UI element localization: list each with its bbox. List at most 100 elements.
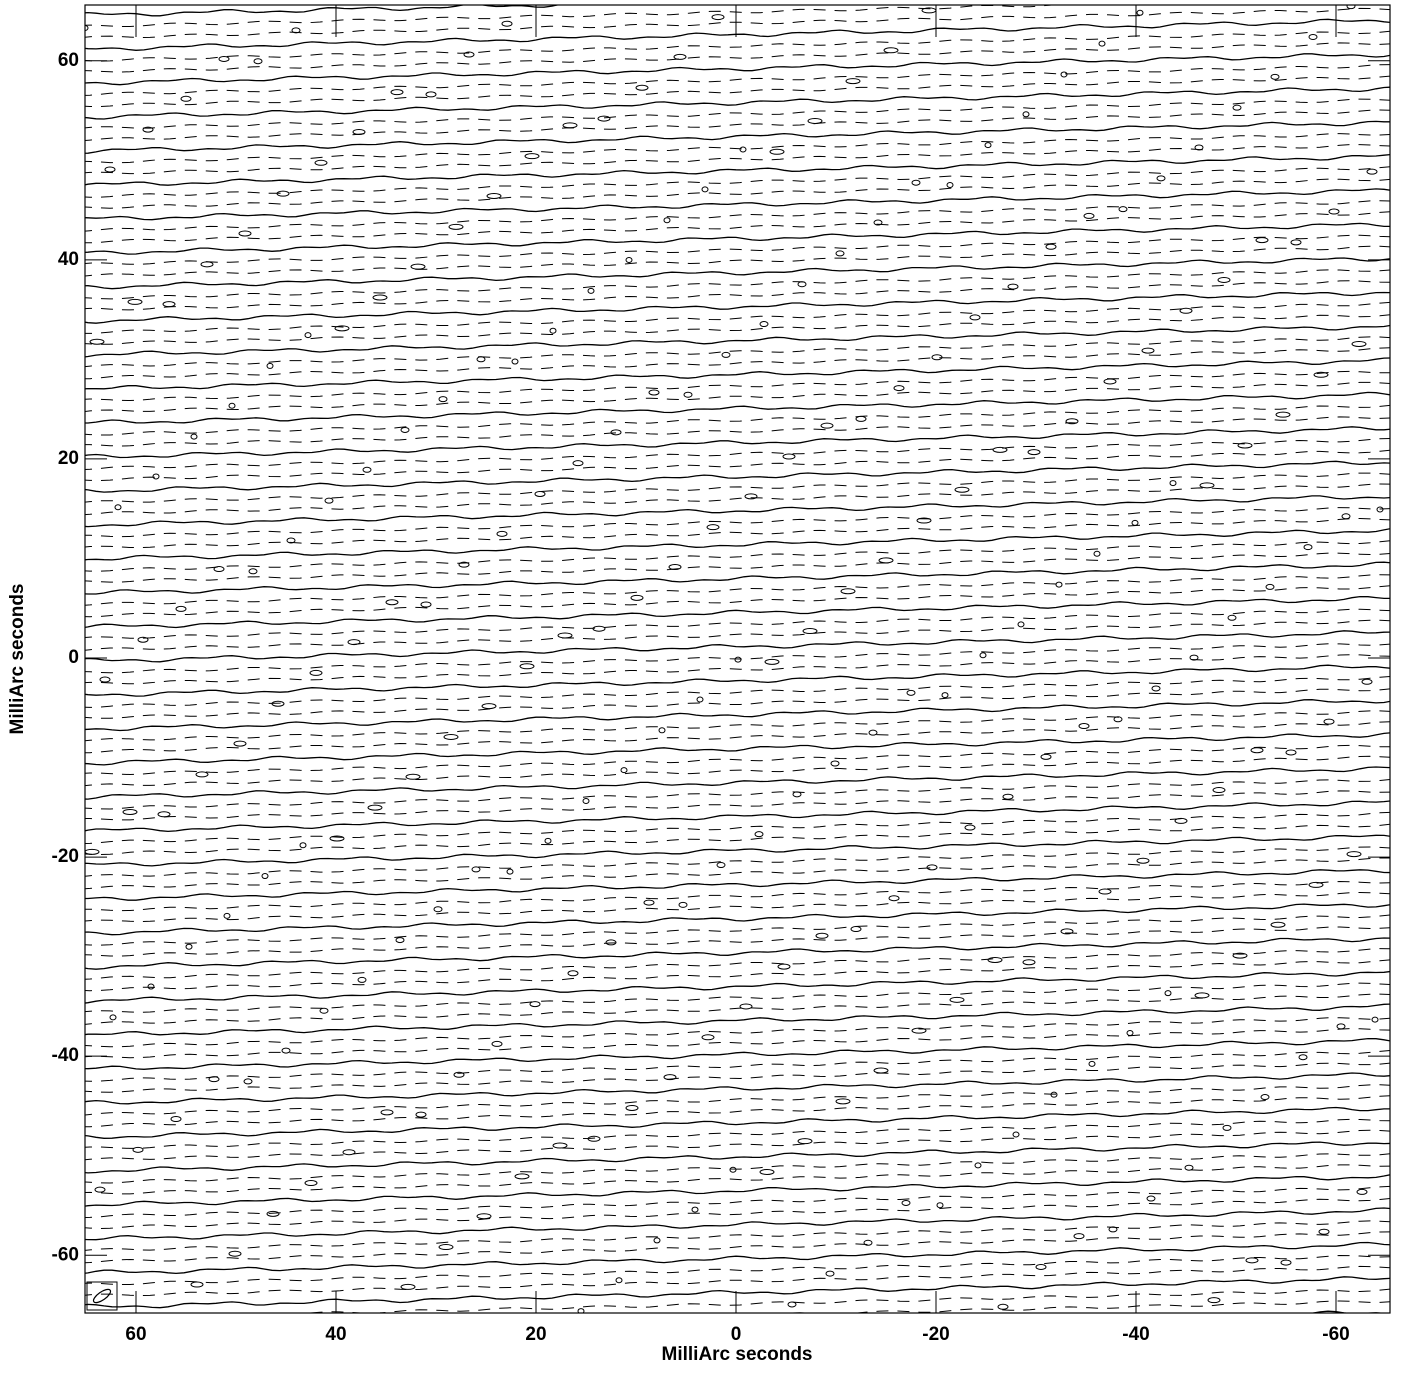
contour-blob bbox=[615, 1277, 623, 1284]
negative-contour bbox=[85, 1254, 1390, 1285]
contour-blob bbox=[1174, 817, 1188, 824]
contour-blob bbox=[1217, 276, 1231, 283]
negative-contour bbox=[85, 42, 1390, 73]
contour-blob bbox=[137, 636, 149, 643]
negative-contour bbox=[305, 1288, 1390, 1313]
contour-line bbox=[85, 1072, 1390, 1105]
contour-blob bbox=[787, 1301, 797, 1308]
x-axis-label: MilliArc seconds bbox=[662, 1344, 813, 1365]
contour-blob bbox=[567, 970, 579, 977]
negative-contour bbox=[85, 472, 1390, 503]
contour-blob bbox=[228, 1250, 242, 1257]
contour-blob bbox=[223, 912, 231, 919]
contour-line bbox=[85, 1106, 1390, 1139]
contour-blob bbox=[1285, 749, 1297, 756]
contour-blob bbox=[80, 1359, 94, 1364]
contour-blob bbox=[552, 1142, 568, 1149]
contour-blob bbox=[271, 700, 285, 707]
contour-blob bbox=[420, 601, 432, 608]
contour-blob bbox=[1323, 718, 1335, 725]
contour-blob bbox=[782, 453, 796, 460]
contour-blob bbox=[964, 824, 976, 831]
contour-blob bbox=[534, 490, 546, 497]
negative-contour bbox=[85, 654, 1390, 685]
contour-blob bbox=[1371, 1016, 1379, 1023]
negative-contour bbox=[85, 75, 1390, 107]
contour-blob bbox=[190, 433, 198, 440]
contour-blob bbox=[592, 625, 606, 632]
contour-blob bbox=[325, 1346, 339, 1351]
contour-blob bbox=[1232, 104, 1242, 111]
x-tick-label: -60 bbox=[1322, 1324, 1349, 1345]
y-tick-label: -20 bbox=[52, 846, 79, 867]
contour-line bbox=[85, 869, 1390, 901]
contour-blob bbox=[85, 848, 100, 855]
contour-blob bbox=[185, 943, 193, 950]
contour-blob bbox=[544, 837, 552, 844]
contour-line bbox=[85, 324, 1390, 358]
contour-blob bbox=[954, 486, 970, 493]
contour-blob bbox=[572, 460, 584, 467]
contour-blob bbox=[701, 186, 709, 193]
contour-line bbox=[85, 903, 1390, 936]
contour-blob bbox=[729, 1166, 737, 1173]
contour-blob bbox=[979, 652, 987, 659]
contour-blob bbox=[610, 429, 622, 436]
contour-line bbox=[85, 120, 1390, 154]
negative-contour bbox=[85, 608, 1390, 639]
contour-blob bbox=[94, 1186, 106, 1193]
y-tick-label: 40 bbox=[58, 249, 79, 270]
contour-blob bbox=[529, 1001, 541, 1008]
contour-blob bbox=[873, 1067, 889, 1074]
contour-blob bbox=[1098, 40, 1106, 47]
contour-blob bbox=[1118, 206, 1128, 213]
contour-line bbox=[85, 86, 1390, 120]
contour-blob bbox=[678, 901, 688, 908]
contour-blob bbox=[453, 1071, 465, 1078]
contour-blob bbox=[777, 963, 791, 970]
contour-blob bbox=[577, 1308, 585, 1313]
contour-blob bbox=[1275, 411, 1291, 418]
contour-blob bbox=[855, 415, 867, 422]
contour-blob bbox=[180, 95, 192, 102]
contour-blob bbox=[448, 223, 464, 230]
contour-blob bbox=[147, 983, 155, 990]
contour-blob bbox=[911, 1027, 927, 1034]
negative-contour bbox=[85, 926, 1390, 957]
negative-contour bbox=[85, 1129, 1390, 1161]
contour-blob bbox=[1022, 111, 1030, 118]
contour-blob bbox=[519, 663, 535, 670]
contour-blob bbox=[1035, 1263, 1047, 1270]
contour-line bbox=[85, 1174, 1390, 1207]
contour-blob bbox=[304, 332, 312, 339]
contour-blob bbox=[153, 1322, 165, 1327]
negative-contour bbox=[85, 676, 1390, 708]
contour-blob bbox=[362, 466, 372, 473]
contour-blob bbox=[635, 84, 649, 91]
contour-line bbox=[85, 561, 1390, 595]
contour-blob bbox=[1194, 144, 1204, 151]
contour-blob bbox=[691, 1206, 699, 1213]
contour-blob bbox=[625, 257, 633, 264]
contour-line bbox=[85, 1241, 1390, 1275]
negative-contour bbox=[85, 721, 1390, 754]
negative-contour bbox=[85, 269, 1390, 300]
contour-blob bbox=[208, 1076, 220, 1083]
contour-blob bbox=[458, 561, 470, 568]
negative-contour bbox=[85, 1220, 1390, 1251]
contour-line bbox=[85, 257, 1390, 290]
negative-contour bbox=[85, 552, 1390, 583]
contour-blob bbox=[1108, 1226, 1118, 1233]
contour-blob bbox=[668, 564, 682, 571]
contour-blob bbox=[840, 588, 856, 595]
contour-blob bbox=[1093, 550, 1101, 557]
contour-blob bbox=[1270, 73, 1280, 80]
contour-blob bbox=[463, 51, 475, 58]
contour-blob bbox=[299, 842, 307, 849]
contour-blob bbox=[1083, 212, 1095, 219]
contour-blob bbox=[1207, 1297, 1221, 1304]
contour-blob bbox=[243, 1078, 253, 1085]
contour-blob bbox=[400, 426, 410, 433]
contour-blob bbox=[759, 321, 769, 328]
